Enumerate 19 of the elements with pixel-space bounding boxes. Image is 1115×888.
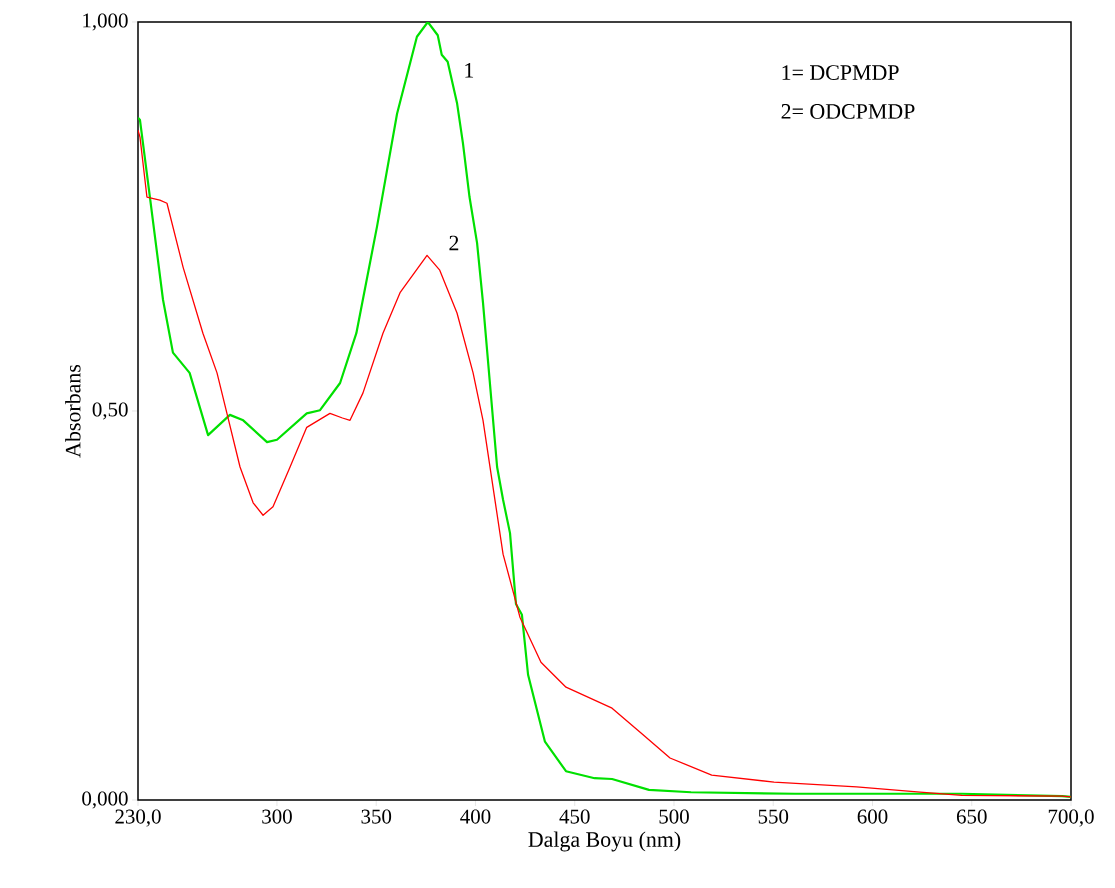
x-tick-label: 700,0 [1048, 809, 1094, 827]
y-tick-label: 0,000 [82, 791, 128, 809]
x-tick-label: 500 [659, 809, 689, 824]
y-tick-label: 1,000 [83, 13, 128, 31]
x-tick-label: 350 [361, 809, 392, 824]
x-tick-label: 550 [758, 809, 789, 824]
y-tick-label: 0,50 [92, 402, 128, 420]
y-axis-title: Absorbans [65, 364, 81, 458]
annotation: 2= ODCPMDP [781, 104, 915, 119]
annotation: 2 [449, 235, 459, 251]
x-tick-label: 600 [857, 809, 888, 824]
x-tick-label: 300 [262, 809, 292, 824]
x-tick-label: 450 [559, 809, 590, 824]
x-axis-title: Dalga Boyu (nm) [528, 831, 681, 852]
x-tick-label: 650 [956, 809, 987, 824]
annotation: 1 [465, 62, 474, 78]
x-tick-label: 400 [460, 809, 491, 824]
annotation: 1= DCPMDP [782, 65, 899, 80]
x-tick-label: 230,0 [115, 809, 161, 827]
